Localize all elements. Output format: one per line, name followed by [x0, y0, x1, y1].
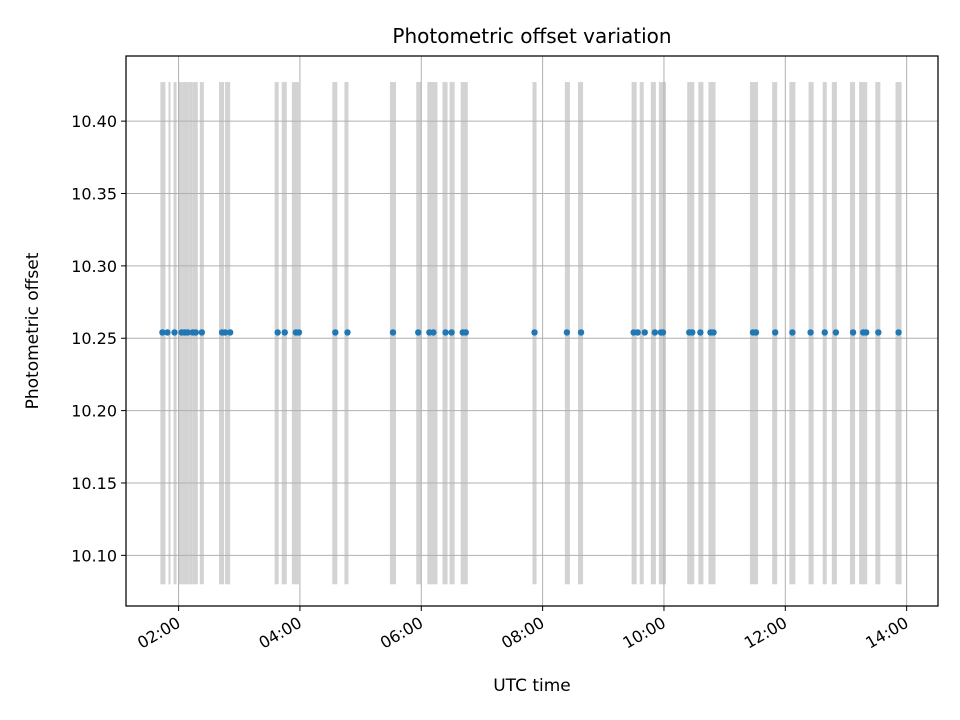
data-point — [415, 329, 422, 336]
data-point — [221, 329, 229, 336]
data-point — [332, 329, 339, 336]
data-point — [875, 329, 882, 336]
grid-layer — [126, 56, 938, 606]
data-point — [184, 329, 191, 336]
y-tick-label: 10.40 — [71, 112, 117, 131]
data-point — [462, 329, 469, 336]
data-point — [832, 329, 840, 336]
data-point — [171, 329, 178, 336]
data-point — [821, 329, 828, 336]
data-point — [807, 329, 814, 336]
y-tick-label: 10.25 — [71, 329, 117, 348]
chart-title: Photometric offset variation — [392, 24, 671, 48]
data-point — [697, 329, 704, 336]
data-point — [863, 329, 870, 336]
points-layer — [159, 329, 902, 336]
data-point — [192, 329, 199, 336]
y-tick-label: 10.30 — [71, 257, 117, 276]
data-point — [198, 329, 206, 336]
data-point — [577, 329, 585, 336]
data-point — [641, 329, 648, 336]
data-point — [442, 329, 449, 336]
data-point — [448, 329, 455, 336]
data-point — [634, 329, 641, 336]
data-point — [563, 329, 571, 336]
data-point — [274, 329, 281, 336]
y-tick-label: 10.15 — [71, 474, 117, 493]
y-tick-label: 10.10 — [71, 546, 117, 565]
data-point — [344, 329, 351, 336]
data-point — [389, 329, 397, 336]
data-point — [659, 329, 667, 336]
data-point — [159, 329, 166, 336]
data-point — [789, 329, 796, 336]
data-point — [752, 329, 760, 336]
data-point — [771, 329, 779, 336]
data-point — [689, 329, 696, 336]
data-point — [281, 329, 288, 336]
data-point — [531, 329, 538, 336]
y-axis-title: Photometric offset — [23, 252, 43, 409]
data-point — [226, 329, 234, 336]
y-tick-label: 10.20 — [71, 402, 117, 421]
data-point — [849, 329, 857, 336]
data-point — [651, 329, 659, 336]
y-tick-label: 10.35 — [71, 185, 117, 204]
x-axis-title: UTC time — [493, 676, 571, 696]
data-point — [295, 329, 303, 336]
data-point — [430, 329, 437, 336]
data-point — [710, 329, 717, 336]
plot-frame — [125, 55, 939, 607]
data-point — [164, 329, 171, 336]
data-point — [895, 329, 902, 336]
